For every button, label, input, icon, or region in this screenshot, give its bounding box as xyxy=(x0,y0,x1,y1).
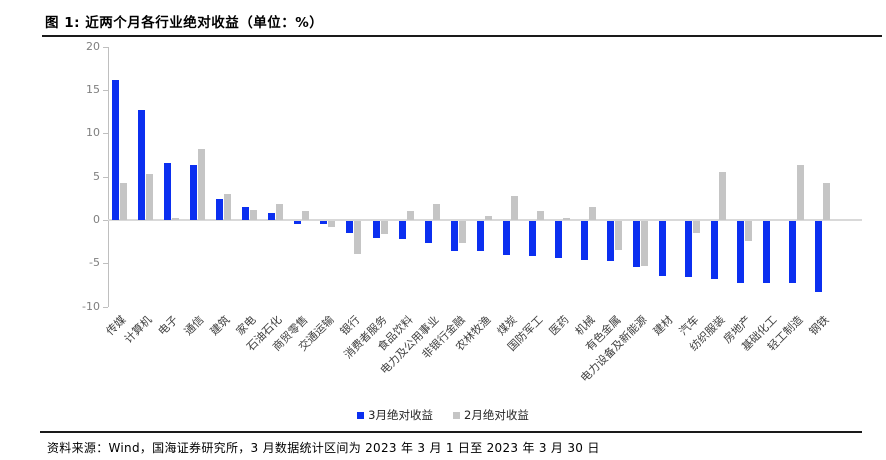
x-category-label: 钢铁 xyxy=(807,313,832,339)
y-tick-mark xyxy=(103,133,108,135)
y-tick-mark xyxy=(103,46,108,48)
bar-3月绝对收益-非银行金融 xyxy=(450,221,458,252)
bar-3月绝对收益-电力设备及新能源 xyxy=(633,221,640,267)
x-category-label: 医药 xyxy=(546,313,572,339)
bar-3月绝对收益-机械 xyxy=(580,221,588,260)
legend-item: 2月绝对收益 xyxy=(453,407,529,423)
bar-2月绝对收益-医药 xyxy=(562,218,570,220)
bar-2月绝对收益-非银行金融 xyxy=(458,221,466,243)
footer-divider xyxy=(40,431,862,433)
bar-3月绝对收益-基础化工 xyxy=(763,221,771,284)
bar-2月绝对收益-建筑 xyxy=(224,193,232,220)
bar-3月绝对收益-交通运输 xyxy=(320,221,328,225)
bar-2月绝对收益-石油石化 xyxy=(276,203,284,220)
bar-2月绝对收益-消费者服务 xyxy=(380,221,388,234)
legend-label: 2月绝对收益 xyxy=(464,408,529,422)
bar-3月绝对收益-轻工制造 xyxy=(789,221,797,284)
x-category-label: 建筑 xyxy=(207,313,233,339)
bar-2月绝对收益-纺织服装 xyxy=(719,172,727,220)
x-category-label: 计算机 xyxy=(122,313,155,346)
bar-2月绝对收益-煤炭 xyxy=(510,195,518,220)
bar-3月绝对收益-传媒 xyxy=(112,79,119,220)
bar-2月绝对收益-汽车 xyxy=(693,221,701,234)
figure-title: 图 1: 近两个月各行业绝对收益（单位：%） xyxy=(45,15,324,31)
x-category-label: 通信 xyxy=(181,313,207,339)
bar-2月绝对收益-食品饮料 xyxy=(406,211,414,220)
bar-3月绝对收益-商贸零售 xyxy=(294,221,302,224)
y-tick-label: 15 xyxy=(86,82,100,96)
bar-2月绝对收益-通信 xyxy=(198,148,206,220)
bar-3月绝对收益-房地产 xyxy=(737,221,745,283)
chart-legend: 3月绝对收益 2月绝对收益 xyxy=(0,407,886,423)
bar-3月绝对收益-建材 xyxy=(659,221,667,277)
y-tick-label: 20 xyxy=(86,39,100,53)
bar-3月绝对收益-农林牧渔 xyxy=(476,221,484,252)
title-divider xyxy=(42,35,882,37)
bar-3月绝对收益-电子 xyxy=(164,162,172,220)
bar-2月绝对收益-房地产 xyxy=(745,221,753,241)
bar-2月绝对收益-商贸零售 xyxy=(302,211,310,220)
y-tick-mark xyxy=(103,306,108,308)
x-category-label: 建材 xyxy=(650,313,676,339)
bar-2月绝对收益-传媒 xyxy=(120,182,127,220)
legend-label: 3月绝对收益 xyxy=(368,408,433,422)
y-tick-mark xyxy=(103,89,108,91)
zero-baseline xyxy=(108,219,862,221)
bar-2月绝对收益-家电 xyxy=(250,209,258,220)
bar-3月绝对收益-石油石化 xyxy=(268,213,276,220)
bar-3月绝对收益-家电 xyxy=(242,206,250,220)
y-tick-label: -10 xyxy=(82,299,100,313)
legend-swatch-icon xyxy=(453,411,460,419)
bar-3月绝对收益-通信 xyxy=(190,164,198,220)
bar-3月绝对收益-电力及公用事业 xyxy=(424,221,432,243)
bar-2月绝对收益-农林牧渔 xyxy=(484,215,492,220)
y-tick-label: 10 xyxy=(86,126,100,140)
legend-item: 3月绝对收益 xyxy=(357,407,433,423)
bar-3月绝对收益-医药 xyxy=(554,221,562,259)
y-tick-mark xyxy=(103,263,108,265)
bar-3月绝对收益-纺织服装 xyxy=(711,221,719,280)
bar-2月绝对收益-轻工制造 xyxy=(797,164,805,220)
bar-3月绝对收益-煤炭 xyxy=(502,221,510,255)
bar-2月绝对收益-电力设备及新能源 xyxy=(641,221,648,267)
bar-2月绝对收益-计算机 xyxy=(146,174,154,220)
bar-3月绝对收益-食品饮料 xyxy=(398,221,406,240)
bar-3月绝对收益-汽车 xyxy=(685,221,693,278)
x-category-label: 电子 xyxy=(155,313,181,339)
y-tick-mark xyxy=(103,176,108,178)
y-tick-label: 5 xyxy=(93,169,100,183)
bar-3月绝对收益-计算机 xyxy=(138,109,146,220)
bar-3月绝对收益-钢铁 xyxy=(815,221,823,293)
bar-3月绝对收益-有色金属 xyxy=(606,221,614,261)
y-tick-label: 0 xyxy=(93,213,100,226)
bar-2月绝对收益-银行 xyxy=(354,221,362,254)
bar-2月绝对收益-钢铁 xyxy=(823,182,831,220)
bar-2月绝对收益-交通运输 xyxy=(328,221,336,228)
y-axis-line xyxy=(108,47,109,307)
bar-2月绝对收益-有色金属 xyxy=(614,221,622,251)
y-tick-mark xyxy=(103,220,108,221)
source-note: 资料来源：Wind，国海证券研究所，3 月数据统计区间为 2023 年 3 月 … xyxy=(47,441,600,455)
bar-2月绝对收益-国防军工 xyxy=(536,211,544,220)
bar-2月绝对收益-机械 xyxy=(588,206,596,220)
bar-2月绝对收益-电力及公用事业 xyxy=(432,204,440,220)
bar-3月绝对收益-国防军工 xyxy=(528,221,536,256)
y-tick-label: -5 xyxy=(89,256,100,270)
legend-swatch-icon xyxy=(357,411,365,419)
bar-3月绝对收益-银行 xyxy=(346,221,354,234)
bar-2月绝对收益-电子 xyxy=(172,218,180,220)
bar-3月绝对收益-建筑 xyxy=(216,199,224,220)
bar-3月绝对收益-消费者服务 xyxy=(372,221,380,239)
